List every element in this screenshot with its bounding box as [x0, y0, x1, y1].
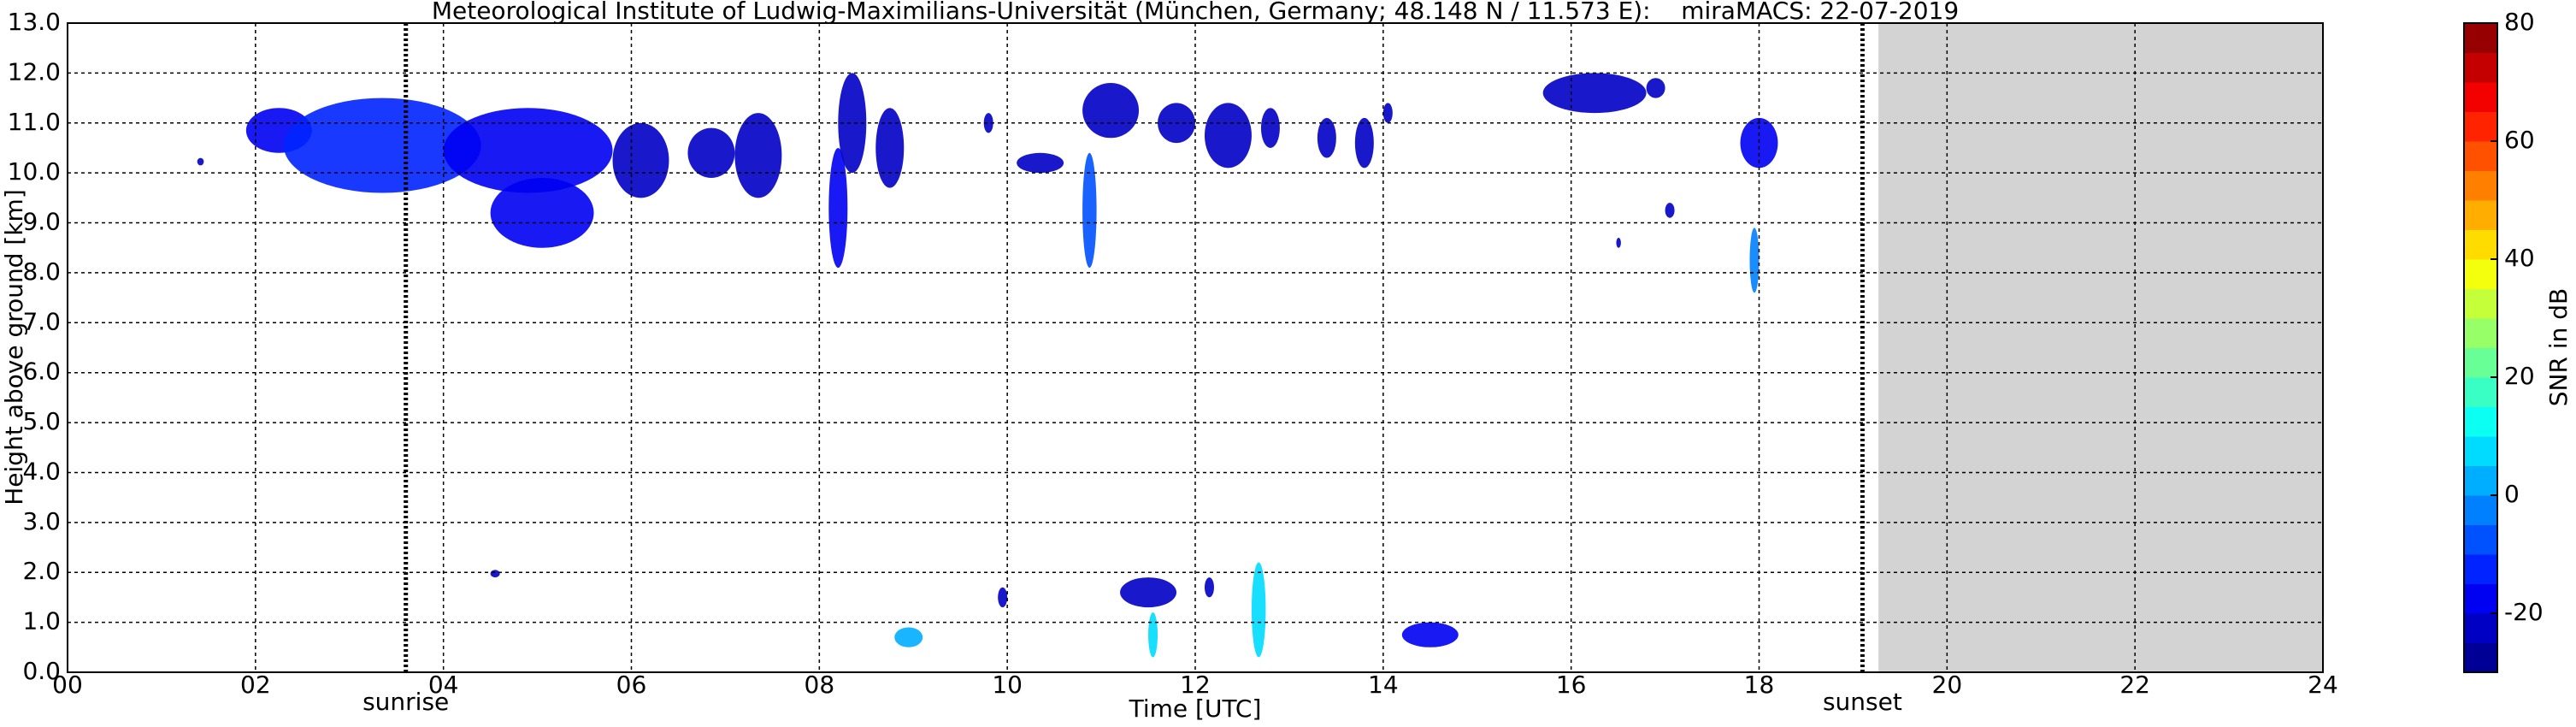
- colorbar-segment: [2464, 52, 2497, 83]
- echo: [687, 127, 735, 178]
- x-tick-label: 22: [2119, 671, 2150, 699]
- x-tick-label: 24: [2308, 671, 2338, 699]
- echo: [1148, 612, 1158, 658]
- echo: [828, 147, 848, 269]
- colorbar-segment: [2464, 436, 2497, 466]
- x-tick-label: 06: [616, 671, 647, 699]
- colorbar-segment: [2464, 554, 2497, 584]
- echo: [1382, 103, 1393, 123]
- y-tick-label: 12.0: [8, 57, 61, 86]
- plot-frame: [67, 22, 2324, 673]
- echo: [998, 587, 1008, 608]
- colorbar-frame: [2463, 22, 2498, 673]
- x-tick-label: 04: [428, 671, 459, 699]
- colorbar-segment: [2464, 259, 2497, 289]
- colorbar-segment: [2464, 642, 2497, 673]
- echo: [443, 108, 613, 193]
- echo: [734, 113, 782, 198]
- echo: [1354, 117, 1374, 168]
- echo: [1646, 78, 1665, 98]
- colorbar-segment: [2464, 318, 2497, 348]
- colorbar-segment: [2464, 141, 2497, 171]
- echo: [1082, 152, 1097, 269]
- echo: [875, 108, 905, 188]
- x-axis-label: Time [UTC]: [1129, 694, 1262, 723]
- colorbar-tick-label: -20: [2504, 598, 2544, 626]
- colorbar-segment: [2464, 524, 2497, 555]
- x-tick-label: 02: [240, 671, 271, 699]
- colorbar-tick-label: 40: [2504, 244, 2535, 272]
- colorbar-segment: [2464, 613, 2497, 643]
- colorbar-segment: [2464, 111, 2497, 142]
- x-tick-label: 08: [805, 671, 835, 699]
- echo: [1401, 622, 1459, 647]
- colorbar-tick-label: 20: [2504, 362, 2535, 390]
- y-tick-label: 9.0: [22, 208, 61, 236]
- y-tick-label: 11.0: [8, 108, 61, 136]
- y-tick-label: 2.0: [22, 557, 61, 585]
- echo: [283, 98, 481, 193]
- y-tick-label: 0.0: [22, 657, 61, 685]
- y-tick-label: 5.0: [22, 407, 61, 435]
- x-tick-label: 00: [52, 671, 83, 699]
- colorbar-segment: [2464, 465, 2497, 496]
- y-tick-label: 8.0: [22, 257, 61, 286]
- echo: [490, 177, 594, 248]
- x-tick-label: 20: [1932, 671, 1963, 699]
- echo: [1017, 152, 1064, 174]
- chart-title: Meteorological Institute of Ludwig-Maxim…: [432, 0, 1959, 25]
- colorbar-segment: [2464, 377, 2497, 407]
- colorbar-tick-label: 80: [2504, 8, 2535, 36]
- y-axis-label: Height above ground [km]: [0, 189, 28, 505]
- colorbar-segment: [2464, 347, 2497, 378]
- echo: [1616, 238, 1621, 248]
- annotation-label: sunrise: [363, 688, 449, 716]
- colorbar-segment: [2464, 170, 2497, 201]
- y-tick-label: 13.0: [8, 8, 61, 36]
- echo: [1665, 203, 1675, 218]
- colorbar-label: SNR in dB: [2544, 288, 2573, 406]
- echo: [1082, 83, 1140, 139]
- echo: [1749, 228, 1760, 293]
- colorbar-segment: [2464, 229, 2497, 260]
- x-tick-label: 18: [1744, 671, 1775, 699]
- colorbar-segment: [2464, 200, 2497, 230]
- echo: [838, 73, 867, 174]
- x-tick-label: 10: [992, 671, 1023, 699]
- echo: [894, 627, 923, 647]
- echo: [1317, 117, 1336, 158]
- colorbar-segment: [2464, 583, 2497, 614]
- colorbar-segment: [2464, 288, 2497, 319]
- annotation-label: sunset: [1823, 688, 1902, 716]
- y-tick-label: 4.0: [22, 457, 61, 485]
- echo: [490, 570, 500, 578]
- echo: [1740, 117, 1778, 168]
- colorbar-segment: [2464, 23, 2497, 53]
- y-tick-label: 10.0: [8, 157, 61, 186]
- echo: [612, 122, 669, 198]
- no-data-region: [1878, 23, 2323, 672]
- colorbar-segment: [2464, 82, 2497, 112]
- x-tick-label: 12: [1180, 671, 1211, 699]
- y-tick-label: 3.0: [22, 507, 61, 535]
- echo: [1260, 108, 1280, 148]
- y-tick-label: 6.0: [22, 358, 61, 386]
- echo: [983, 113, 993, 133]
- echo: [1204, 577, 1214, 598]
- echo: [197, 157, 204, 166]
- colorbar-segment: [2464, 406, 2497, 437]
- echo: [1204, 103, 1252, 168]
- x-tick-label: 16: [1556, 671, 1587, 699]
- colorbar-segment: [2464, 495, 2497, 525]
- echo: [1251, 562, 1266, 658]
- echo: [1120, 577, 1177, 608]
- colorbar-tick-label: 60: [2504, 126, 2535, 154]
- colorbar-tick-label: 0: [2504, 480, 2520, 508]
- x-tick-label: 14: [1368, 671, 1399, 699]
- echo: [1542, 73, 1647, 114]
- y-tick-label: 1.0: [22, 607, 61, 635]
- y-tick-label: 7.0: [22, 307, 61, 335]
